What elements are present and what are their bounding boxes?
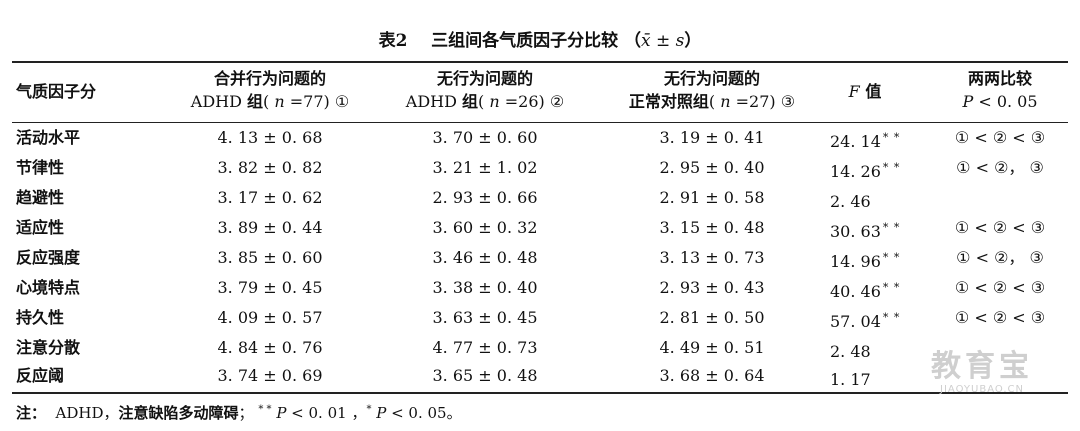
cell-f-value: 24. 14 * * — [830, 131, 901, 151]
cell-group-2: 2. 93 ± 0. 66 — [432, 188, 538, 207]
cell-group-3: 2. 91 ± 0. 58 — [659, 188, 765, 207]
cell-pairwise: ① < ②， ③ — [956, 248, 1044, 267]
significance-mark: * * — [882, 161, 901, 174]
cell-pairwise: ① < ② < ③ — [954, 308, 1046, 327]
watermark-logo: 教育宝 JIAOYUBAO.CN — [902, 349, 1062, 396]
cell-factor: 注意分散 — [16, 338, 81, 357]
cell-group-2: 3. 46 ± 0. 48 — [432, 248, 538, 267]
cell-group-1: 3. 89 ± 0. 44 — [217, 218, 323, 237]
caption-paren-close: ） — [684, 31, 702, 51]
cell-f-value: 40. 46 * * — [830, 281, 901, 301]
cell-factor: 心境特点 — [16, 278, 81, 297]
table-row: 注意分散 4. 84 ± 0. 76 4. 77 ± 0. 73 4. 49 ±… — [0, 333, 1080, 363]
caption-paren-open: （ — [624, 31, 642, 51]
header-group-2-line2: ADHD 组( n =26) ② — [405, 92, 565, 111]
cell-factor: 适应性 — [16, 218, 65, 237]
table-top-rule — [12, 61, 1068, 63]
table-row: 反应强度 3. 85 ± 0. 60 3. 46 ± 0. 48 3. 13 ±… — [0, 243, 1080, 273]
caption-title: 三组间各气质因子分比较 — [431, 31, 619, 51]
cell-group-3: 2. 93 ± 0. 43 — [659, 278, 765, 297]
cell-f-value: 1. 17 — [830, 370, 871, 389]
cell-pairwise — [940, 183, 1060, 213]
cell-group-2: 3. 70 ± 0. 60 — [432, 128, 538, 147]
cell-group-1: 3. 85 ± 0. 60 — [217, 248, 323, 267]
cell-group-2: 3. 60 ± 0. 32 — [432, 218, 538, 237]
significance-mark: * * — [882, 131, 901, 144]
cell-group-2: 4. 77 ± 0. 73 — [432, 338, 538, 357]
cell-group-1: 4. 09 ± 0. 57 — [217, 308, 323, 327]
table-row: 节律性 3. 82 ± 0. 82 3. 21 ± 1. 02 2. 95 ± … — [0, 153, 1080, 183]
cell-group-1: 3. 82 ± 0. 82 — [217, 158, 323, 177]
significance-mark: * * — [882, 281, 901, 294]
significance-mark: * * — [882, 311, 901, 324]
header-group-2-line1: 无行为问题的 — [436, 69, 533, 88]
caption-stat-symbol: x̄ ± s — [641, 31, 685, 51]
header-group-3: 无行为问题的 正常对照组( n =27) ③ — [612, 67, 812, 119]
cell-group-2: 3. 63 ± 0. 45 — [432, 308, 538, 327]
header-group-3-line2: 正常对照组( n =27) ③ — [628, 92, 796, 111]
table-row: 心境特点 3. 79 ± 0. 45 3. 38 ± 0. 40 2. 93 ±… — [0, 273, 1080, 303]
watermark-domain: JIAOYUBAO.CN — [940, 384, 1024, 395]
caption-prefix: 表 — [378, 31, 396, 51]
cell-pairwise: ① < ②， ③ — [956, 158, 1044, 177]
table-row: 持久性 4. 09 ± 0. 57 3. 63 ± 0. 45 2. 81 ± … — [0, 303, 1080, 333]
header-pairwise: 两两比较 P < 0. 05 — [940, 67, 1060, 119]
cell-f-value: 2. 46 — [830, 192, 871, 211]
cell-pairwise: ① < ② < ③ — [954, 218, 1046, 237]
table-footnote: 注： ADHD，注意缺陷多动障碍； * * P < 0. 01 ，* P < 0… — [16, 404, 462, 422]
cell-group-1: 3. 74 ± 0. 69 — [217, 366, 323, 385]
header-group-1-line2: ADHD 组( n =77) ① — [190, 92, 350, 111]
cell-group-3: 2. 95 ± 0. 40 — [659, 158, 765, 177]
header-group-2: 无行为问题的 ADHD 组( n =26) ② — [395, 67, 575, 119]
header-factor: 气质因子分 — [16, 82, 97, 101]
cell-group-2: 3. 38 ± 0. 40 — [432, 278, 538, 297]
header-f-value: F 值 — [848, 82, 882, 101]
cell-factor: 反应阈 — [16, 366, 65, 385]
cell-f-value: 57. 04 * * — [830, 311, 901, 331]
cell-group-3: 4. 49 ± 0. 51 — [659, 338, 765, 357]
cell-group-3: 3. 68 ± 0. 64 — [659, 366, 765, 385]
cell-f-value: 14. 96 * * — [830, 251, 901, 271]
cell-group-1: 3. 79 ± 0. 45 — [217, 278, 323, 297]
table-bottom-rule — [12, 392, 1068, 394]
cell-factor: 持久性 — [16, 308, 65, 327]
significance-mark: * * — [882, 221, 901, 234]
cell-group-3: 3. 15 ± 0. 48 — [659, 218, 765, 237]
cell-factor: 反应强度 — [16, 248, 81, 267]
header-pairwise-line2: P < 0. 05 — [962, 92, 1038, 111]
table-caption: 表2 三组间各气质因子分比较 （x̄ ± s） — [0, 26, 1080, 51]
table-row: 适应性 3. 89 ± 0. 44 3. 60 ± 0. 32 3. 15 ± … — [0, 213, 1080, 243]
table-header-rule — [12, 122, 1068, 123]
cell-group-2: 3. 21 ± 1. 02 — [432, 158, 538, 177]
cell-group-3: 3. 19 ± 0. 41 — [659, 128, 765, 147]
cell-pairwise: ① < ② < ③ — [954, 128, 1046, 147]
cell-factor: 趋避性 — [16, 188, 65, 207]
cell-group-1: 3. 17 ± 0. 62 — [217, 188, 323, 207]
table-row: 活动水平 4. 13 ± 0. 68 3. 70 ± 0. 60 3. 19 ±… — [0, 123, 1080, 153]
cell-f-value: 30. 63 * * — [830, 221, 901, 241]
cell-pairwise: ① < ② < ③ — [954, 278, 1046, 297]
watermark-brand: 教育宝 — [931, 349, 1033, 384]
table-row: 反应阈 3. 74 ± 0. 69 3. 65 ± 0. 48 3. 68 ± … — [0, 361, 1080, 391]
cell-group-2: 3. 65 ± 0. 48 — [432, 366, 538, 385]
cell-factor: 活动水平 — [16, 128, 81, 147]
cell-f-value: 14. 26 * * — [830, 161, 901, 181]
cell-group-3: 2. 81 ± 0. 50 — [659, 308, 765, 327]
header-group-1-line1: 合并行为问题的 — [213, 69, 326, 88]
cell-group-3: 3. 13 ± 0. 73 — [659, 248, 765, 267]
cell-group-1: 4. 84 ± 0. 76 — [217, 338, 323, 357]
header-pairwise-line1: 两两比较 — [967, 69, 1032, 88]
cell-factor: 节律性 — [16, 158, 65, 177]
cell-f-value: 2. 48 — [830, 342, 871, 361]
significance-mark: * * — [882, 251, 901, 264]
cell-group-1: 4. 13 ± 0. 68 — [217, 128, 323, 147]
header-group-1: 合并行为问题的 ADHD 组( n =77) ① — [180, 67, 360, 119]
header-group-3-line1: 无行为问题的 — [663, 69, 760, 88]
caption-number: 2 — [395, 31, 408, 51]
table-row: 趋避性 3. 17 ± 0. 62 2. 93 ± 0. 66 2. 91 ± … — [0, 183, 1080, 213]
